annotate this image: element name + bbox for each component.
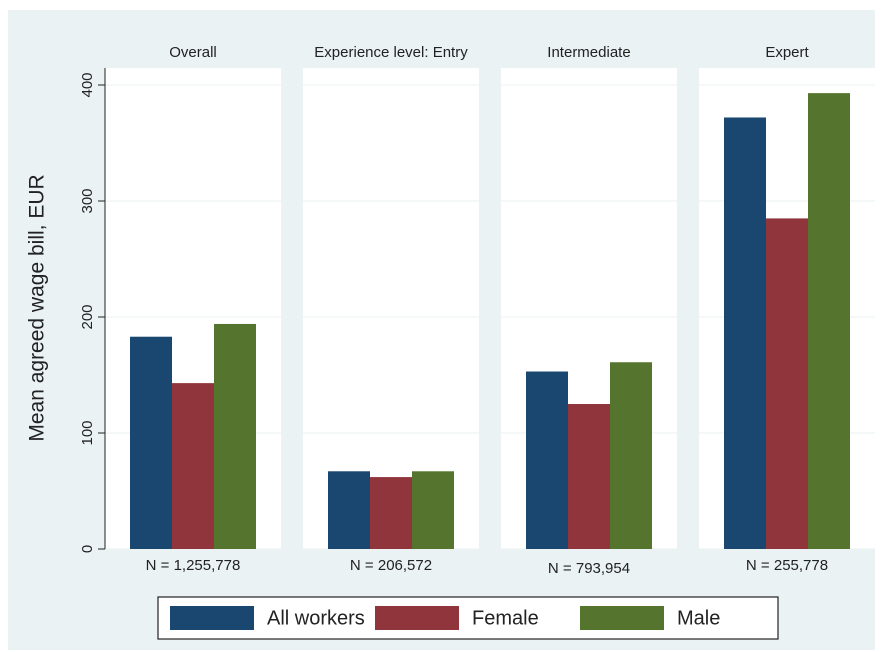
panel — [303, 68, 479, 549]
bar — [808, 93, 850, 550]
legend-label: All workers — [267, 607, 365, 629]
y-tick-label: 400 — [79, 72, 96, 97]
bar — [610, 362, 652, 549]
bar — [172, 383, 214, 549]
panel-title: Expert — [765, 44, 809, 61]
y-tick-label: 0 — [79, 545, 96, 553]
bar — [370, 477, 412, 549]
bar — [412, 471, 454, 549]
panel-note: N = 1,255,778 — [146, 557, 241, 574]
legend-swatch — [375, 606, 459, 630]
panel-note: N = 793,954 — [548, 560, 630, 577]
bar — [214, 323, 256, 549]
bar — [130, 336, 172, 549]
y-tick-label: 100 — [79, 420, 96, 445]
legend-swatch — [170, 606, 254, 630]
panel-note: N = 206,572 — [350, 557, 432, 574]
y-tick-label: 300 — [79, 188, 96, 213]
legend-swatch — [580, 606, 664, 630]
panel-title: Overall — [169, 44, 217, 61]
bar — [568, 404, 610, 549]
panel-title: Experience level: Entry — [314, 44, 468, 61]
legend-label: Female — [472, 607, 539, 629]
y-tick-label: 200 — [79, 304, 96, 329]
bar — [526, 371, 568, 549]
panel-title: Intermediate — [547, 44, 630, 61]
legend-box — [157, 596, 779, 640]
y-axis-label: Mean agreed wage bill, EUR — [26, 174, 49, 441]
panel-note: N = 255,778 — [746, 557, 828, 574]
bar — [724, 117, 766, 549]
legend-label: Male — [677, 607, 720, 629]
bar — [328, 471, 370, 549]
bar — [766, 218, 808, 549]
